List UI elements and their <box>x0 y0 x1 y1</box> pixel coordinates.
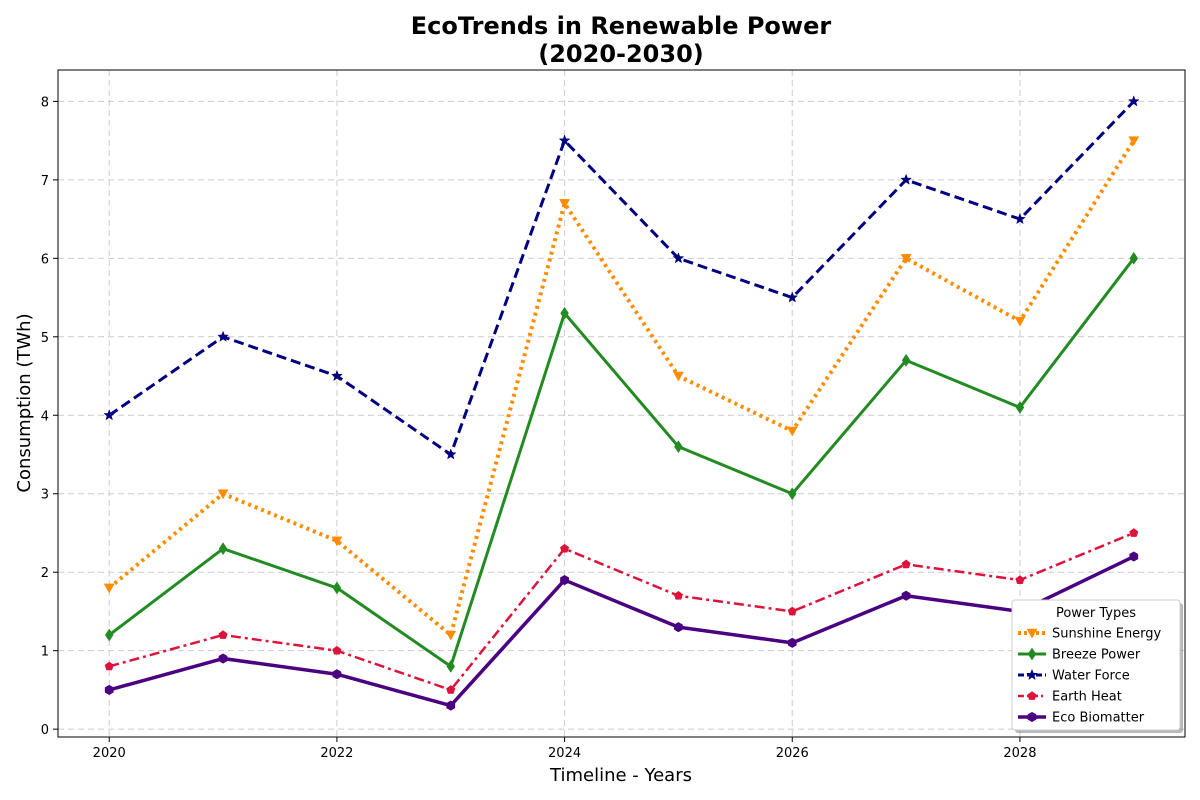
data-point-marker <box>674 622 683 633</box>
data-point-marker <box>332 645 342 655</box>
legend-label: Eco Biomatter <box>1052 711 1145 726</box>
data-point-marker <box>1014 212 1026 225</box>
legend-swatch-marker <box>1027 647 1037 661</box>
series-sunshine-energy <box>103 136 1140 641</box>
x-tick-label: 2026 <box>776 746 809 761</box>
data-point-marker <box>103 583 115 594</box>
plot-frame <box>57 69 1186 738</box>
data-point-marker <box>559 199 571 209</box>
series-line <box>108 531 1135 692</box>
legend-item: Earth Heat <box>1018 690 1122 705</box>
legend: Power Types Sunshine Energy Breeze Power Wa… <box>1011 599 1183 733</box>
data-point-marker <box>901 590 911 601</box>
data-point-marker <box>104 661 114 671</box>
chart-title-line1: EcoTrends in Renewable Power <box>411 12 832 40</box>
data-point-marker <box>1129 251 1139 265</box>
data-point-marker <box>446 700 456 711</box>
data-point-marker <box>1015 575 1025 584</box>
data-point-marker <box>672 252 685 264</box>
data-point-marker <box>103 409 116 421</box>
series-line <box>108 100 1135 457</box>
data-point-marker <box>445 630 457 641</box>
x-tick-label: 2028 <box>1003 746 1036 761</box>
data-point-marker <box>218 653 228 664</box>
legend-swatch-marker <box>1026 628 1038 639</box>
legend-item: Water Force <box>1018 669 1130 684</box>
data-point-marker <box>900 173 913 185</box>
data-point-marker <box>332 581 342 595</box>
legend-item: Eco Biomatter <box>1018 711 1145 726</box>
y-tick-label: 5 <box>41 331 49 346</box>
series-breeze-power <box>104 251 1139 673</box>
series-earth-heat <box>104 528 1139 694</box>
data-point-marker <box>786 426 798 437</box>
data-point-marker <box>104 684 114 696</box>
y-axis-label: Consumption (TWh) <box>14 313 35 492</box>
data-point-marker <box>558 134 571 146</box>
legend-item: Breeze Power <box>1018 648 1141 663</box>
y-tick-label: 8 <box>41 95 49 110</box>
legend-title: Power Types <box>1056 606 1136 621</box>
y-tick-label: 4 <box>41 409 49 424</box>
data-point-marker <box>332 669 342 680</box>
x-axis-label: Timeline - Years <box>549 765 692 786</box>
y-tick-label: 1 <box>41 645 49 660</box>
data-point-marker <box>560 306 569 320</box>
data-point-marker <box>1129 528 1139 537</box>
legend-swatch-marker <box>1026 668 1038 681</box>
data-point-marker <box>104 628 114 642</box>
legend-label: Breeze Power <box>1052 648 1141 663</box>
series-line <box>108 554 1135 708</box>
series-water-force <box>103 95 1140 460</box>
data-point-marker <box>1014 316 1026 327</box>
legend-box <box>1011 599 1181 731</box>
data-point-marker <box>786 291 799 303</box>
data-point-marker <box>446 685 456 694</box>
data-point-marker <box>444 448 457 460</box>
data-point-marker <box>218 542 228 556</box>
axis-ticks: 2020 2022 2024 2026 2028 0 1 2 3 4 5 6 7 8 <box>41 95 1037 761</box>
data-point-marker <box>331 536 343 547</box>
series-lines <box>103 95 1140 711</box>
legend-swatch-marker <box>1027 711 1037 723</box>
legend-label: Sunshine Energy <box>1052 627 1162 642</box>
series-line <box>108 257 1135 668</box>
legend-item: Sunshine Energy <box>1018 627 1162 642</box>
data-point-marker <box>900 254 912 264</box>
data-point-marker <box>674 440 683 454</box>
data-point-marker <box>217 489 229 500</box>
data-point-marker <box>330 369 343 382</box>
data-point-marker <box>1015 400 1025 414</box>
data-point-marker <box>901 559 911 569</box>
y-tick-label: 6 <box>41 252 49 267</box>
x-tick-label: 2024 <box>548 746 581 761</box>
data-point-marker <box>560 543 570 553</box>
y-tick-label: 7 <box>41 174 49 189</box>
data-point-marker <box>1127 95 1140 107</box>
data-point-marker <box>787 637 797 648</box>
data-point-marker <box>787 606 797 616</box>
y-tick-label: 3 <box>41 488 49 503</box>
data-point-marker <box>1128 136 1140 147</box>
x-tick-label: 2022 <box>320 746 353 761</box>
y-tick-label: 0 <box>41 723 49 738</box>
legend-label: Water Force <box>1052 669 1130 684</box>
data-point-marker <box>672 371 684 382</box>
chart-title-line2: (2020-2030) <box>538 40 704 68</box>
data-point-marker <box>560 574 569 586</box>
series-line <box>107 139 1136 637</box>
data-point-marker <box>217 330 229 342</box>
y-tick-label: 2 <box>41 566 49 581</box>
data-point-marker <box>901 353 911 367</box>
data-point-marker <box>1129 551 1139 562</box>
data-point-marker <box>787 487 797 501</box>
legend-swatch-marker <box>1027 691 1037 700</box>
data-point-marker <box>446 659 456 673</box>
legend-label: Earth Heat <box>1052 690 1122 705</box>
data-point-marker <box>673 590 683 600</box>
x-tick-label: 2020 <box>93 746 126 761</box>
data-point-marker <box>218 630 228 639</box>
